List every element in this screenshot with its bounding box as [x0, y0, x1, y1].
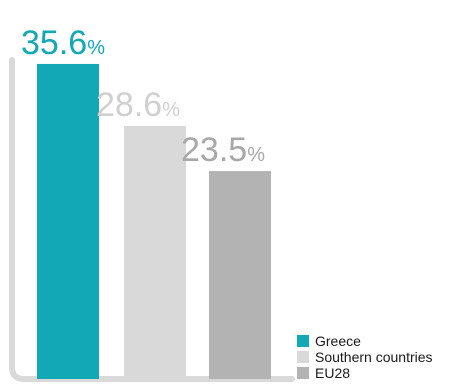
data-label-unit: %	[247, 144, 265, 166]
data-label-greece: 35.6%	[21, 24, 105, 62]
legend-swatch-eu28	[297, 367, 309, 379]
data-label-eu28: 23.5%	[181, 131, 265, 169]
bar-greece	[37, 63, 99, 379]
legend-label-greece: Greece	[315, 333, 361, 349]
axis-frame	[9, 57, 295, 382]
legend-swatch-greece	[297, 335, 309, 347]
data-label-value: 28.6	[96, 86, 162, 124]
legend-label-eu28: EU28	[315, 365, 350, 381]
data-label-unit: %	[87, 37, 105, 59]
bar-eu28	[209, 171, 271, 379]
data-label-value: 23.5	[181, 131, 247, 169]
data-label-value: 35.6	[21, 24, 87, 62]
data-label-southern-countries: 28.6%	[96, 86, 180, 124]
bars-group	[37, 63, 271, 379]
bar-southern-countries	[124, 125, 186, 379]
legend-swatch-southern-countries	[297, 351, 309, 363]
data-label-unit: %	[162, 99, 180, 121]
legend-label-southern-countries: Southern countries	[315, 349, 433, 365]
data-labels-group: 35.6%28.6%23.5%	[21, 24, 265, 169]
